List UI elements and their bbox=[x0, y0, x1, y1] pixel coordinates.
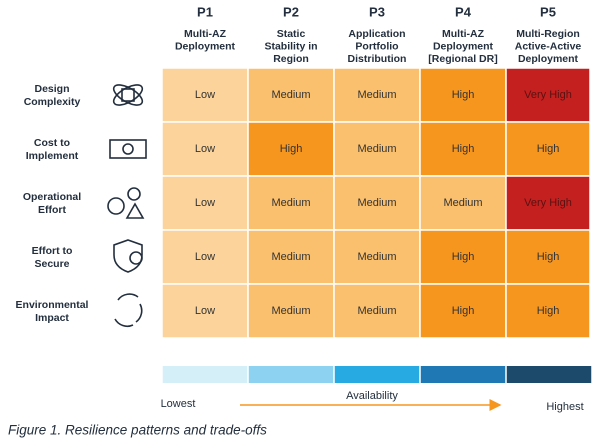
cell-value: High bbox=[537, 143, 560, 155]
cell bbox=[247, 229, 335, 285]
cell-value: High bbox=[537, 305, 560, 317]
column-id: P4 bbox=[455, 4, 472, 19]
cell-value: High bbox=[280, 143, 303, 155]
availability-low: Lowest bbox=[161, 398, 196, 410]
cell bbox=[161, 283, 249, 339]
column-name: Multi-Region bbox=[516, 28, 580, 40]
cell bbox=[505, 121, 591, 177]
row-label: Complexity bbox=[24, 96, 81, 108]
cell-value: Medium bbox=[271, 305, 310, 317]
cell-value: Low bbox=[195, 251, 215, 263]
cell bbox=[333, 121, 421, 177]
cell bbox=[419, 283, 507, 339]
column-name: Portfolio bbox=[355, 40, 398, 52]
cell bbox=[161, 121, 249, 177]
row-label: Operational bbox=[23, 191, 81, 203]
cell-value: Low bbox=[195, 143, 215, 155]
caption: Figure 1. Resilience patterns and trade-… bbox=[8, 423, 267, 438]
cell bbox=[161, 175, 249, 231]
cell bbox=[333, 229, 421, 285]
availability-segment bbox=[334, 366, 420, 383]
availability-segment bbox=[506, 366, 592, 383]
availability-segment bbox=[248, 366, 334, 383]
cell bbox=[505, 229, 591, 285]
row-label: Design bbox=[34, 83, 69, 95]
cell-value: Medium bbox=[357, 305, 396, 317]
cell-value: Medium bbox=[443, 197, 482, 209]
column-name: Region bbox=[273, 53, 309, 65]
cell-value: Low bbox=[195, 197, 215, 209]
cell-value: Medium bbox=[357, 89, 396, 101]
cell bbox=[333, 283, 421, 339]
row-label: Impact bbox=[35, 312, 69, 324]
cell bbox=[419, 175, 507, 231]
column-name: Deployment bbox=[433, 40, 494, 52]
cell bbox=[247, 283, 335, 339]
cell-value: Low bbox=[195, 305, 215, 317]
availability-segment bbox=[162, 366, 248, 383]
cell-value: High bbox=[452, 305, 475, 317]
column-id: P2 bbox=[283, 4, 299, 19]
column-id: P3 bbox=[369, 4, 385, 19]
availability-label: Availability bbox=[346, 390, 398, 402]
column-id: P5 bbox=[540, 4, 556, 19]
column-name: Multi-AZ bbox=[184, 28, 227, 40]
column-name: Active-Active bbox=[515, 40, 582, 52]
column-name: Application bbox=[348, 28, 405, 40]
cell bbox=[247, 175, 335, 231]
cell bbox=[505, 283, 591, 339]
column-name: Deployment bbox=[518, 53, 579, 65]
cell bbox=[247, 67, 335, 123]
row-label: Effort bbox=[38, 204, 66, 216]
column-name: [Regional DR] bbox=[428, 53, 497, 65]
cell bbox=[161, 229, 249, 285]
row-label: Secure bbox=[34, 258, 69, 270]
cell-value: Very High bbox=[524, 89, 572, 101]
cell bbox=[247, 121, 335, 177]
cell-value: Medium bbox=[271, 89, 310, 101]
row-label: Implement bbox=[26, 150, 79, 162]
cell-value: Very High bbox=[524, 197, 572, 209]
availability-segment bbox=[420, 366, 506, 383]
cell bbox=[333, 175, 421, 231]
cell-value: Medium bbox=[357, 143, 396, 155]
column-name: Deployment bbox=[175, 40, 236, 52]
cell-value: Medium bbox=[271, 251, 310, 263]
row-label: Environmental bbox=[16, 299, 89, 311]
cell-value: Low bbox=[195, 89, 215, 101]
cell bbox=[505, 175, 591, 231]
cell-value: High bbox=[452, 251, 475, 263]
row-label: Cost to bbox=[34, 137, 70, 149]
cell-value: Medium bbox=[357, 251, 396, 263]
cell bbox=[333, 67, 421, 123]
cell-value: High bbox=[452, 143, 475, 155]
column-name: Multi-AZ bbox=[442, 28, 485, 40]
availability-high: Highest bbox=[546, 401, 583, 413]
column-name: Static bbox=[277, 28, 306, 40]
column-name: Stability in bbox=[264, 40, 317, 52]
row-label: Effort to bbox=[32, 245, 73, 257]
cell-value: Medium bbox=[271, 197, 310, 209]
icons bbox=[107, 84, 147, 328]
cell-value: High bbox=[537, 251, 560, 263]
cell-value: Medium bbox=[357, 197, 396, 209]
cell bbox=[505, 67, 591, 123]
column-id: P1 bbox=[197, 4, 213, 19]
cell-value: High bbox=[452, 89, 475, 101]
column-name: Distribution bbox=[348, 53, 407, 65]
